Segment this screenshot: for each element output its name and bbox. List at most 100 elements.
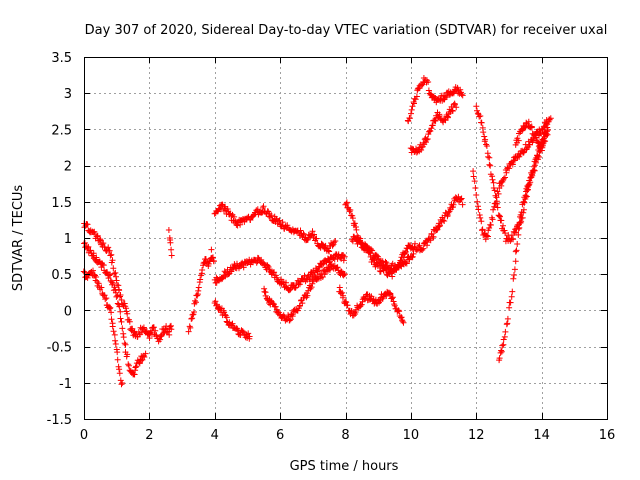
data-point — [189, 311, 196, 318]
data-point — [106, 272, 113, 279]
y-tick-label: 2.5 — [51, 123, 72, 138]
data-point — [347, 207, 354, 213]
data-points — [80, 75, 554, 388]
data-point — [126, 318, 133, 325]
data-point — [111, 331, 118, 338]
data-point — [239, 328, 246, 335]
x-tick-label: 4 — [211, 428, 219, 443]
data-point — [443, 93, 450, 99]
data-point — [167, 239, 174, 246]
data-point — [225, 271, 232, 278]
data-point — [530, 168, 537, 175]
data-point — [309, 228, 316, 235]
data-point — [168, 252, 175, 259]
data-point — [483, 143, 490, 149]
x-tick-label: 16 — [599, 428, 616, 443]
grid — [84, 57, 607, 419]
data-point — [297, 227, 304, 234]
data-point — [117, 292, 124, 298]
data-point — [340, 292, 347, 299]
data-point — [539, 142, 546, 149]
y-tick-label: -1.5 — [47, 413, 72, 428]
data-point — [338, 268, 344, 275]
data-point — [110, 265, 117, 272]
data-point — [112, 337, 119, 344]
data-point — [511, 157, 518, 164]
y-tick-label: 2 — [64, 160, 72, 175]
data-point — [478, 218, 485, 225]
data-point — [80, 268, 87, 275]
data-point — [112, 269, 119, 276]
data-point — [544, 131, 551, 138]
data-point — [486, 154, 493, 161]
data-point — [475, 206, 482, 213]
data-point — [185, 328, 192, 335]
data-point — [406, 115, 413, 122]
data-point — [500, 341, 507, 348]
data-point — [477, 113, 484, 119]
data-point — [117, 308, 124, 315]
data-point — [494, 204, 501, 211]
data-point — [500, 175, 507, 182]
data-point — [389, 294, 396, 301]
data-point — [499, 342, 506, 349]
x-tick-label: 10 — [403, 428, 420, 443]
data-point — [531, 163, 537, 170]
data-point — [528, 171, 535, 178]
data-point — [340, 257, 347, 264]
data-point — [339, 289, 346, 296]
data-point — [457, 196, 464, 203]
data-point — [524, 186, 531, 193]
data-point — [90, 267, 96, 274]
data-point — [515, 231, 522, 238]
data-point — [512, 248, 519, 255]
data-point — [459, 92, 466, 99]
data-point — [534, 152, 541, 159]
data-point — [157, 336, 164, 343]
data-point — [342, 298, 349, 305]
data-point — [199, 267, 206, 273]
data-point — [504, 320, 511, 327]
data-point — [116, 370, 123, 377]
data-point — [340, 252, 347, 259]
data-point — [509, 161, 516, 168]
data-point — [459, 201, 466, 208]
data-point — [326, 266, 333, 273]
data-point — [336, 284, 343, 291]
data-point — [84, 221, 91, 228]
data-point — [471, 178, 478, 185]
data-point — [213, 301, 220, 308]
data-point — [165, 227, 172, 233]
data-point — [412, 96, 419, 103]
data-point — [264, 262, 271, 269]
data-point — [217, 206, 224, 213]
data-point — [358, 301, 365, 308]
data-point — [547, 115, 554, 122]
data-point — [114, 356, 121, 363]
data-point — [357, 240, 364, 247]
data-point — [420, 245, 427, 252]
data-point — [325, 247, 332, 254]
data-point — [409, 253, 416, 260]
data-point — [167, 323, 174, 330]
data-point — [523, 193, 530, 200]
data-point — [496, 212, 503, 219]
data-point — [114, 349, 121, 356]
data-point — [396, 308, 403, 315]
tick-labels: 0 2 4 6 8 10 12 14 16 -1.5 -1 -0.5 0 0.5 1 1.5 2 2.5 3 3.5 — [47, 51, 616, 443]
data-point — [284, 222, 291, 229]
data-point — [106, 247, 113, 254]
data-point — [191, 309, 197, 315]
data-point — [408, 110, 414, 117]
data-point — [299, 300, 306, 307]
data-point — [425, 79, 432, 85]
data-point — [272, 303, 279, 310]
data-point — [116, 287, 123, 294]
data-point — [501, 333, 508, 340]
data-point — [500, 336, 507, 343]
data-point — [250, 212, 257, 219]
data-point — [210, 254, 216, 261]
data-point — [115, 282, 122, 289]
data-point — [187, 324, 194, 331]
y-tick-label: 1 — [64, 232, 72, 247]
